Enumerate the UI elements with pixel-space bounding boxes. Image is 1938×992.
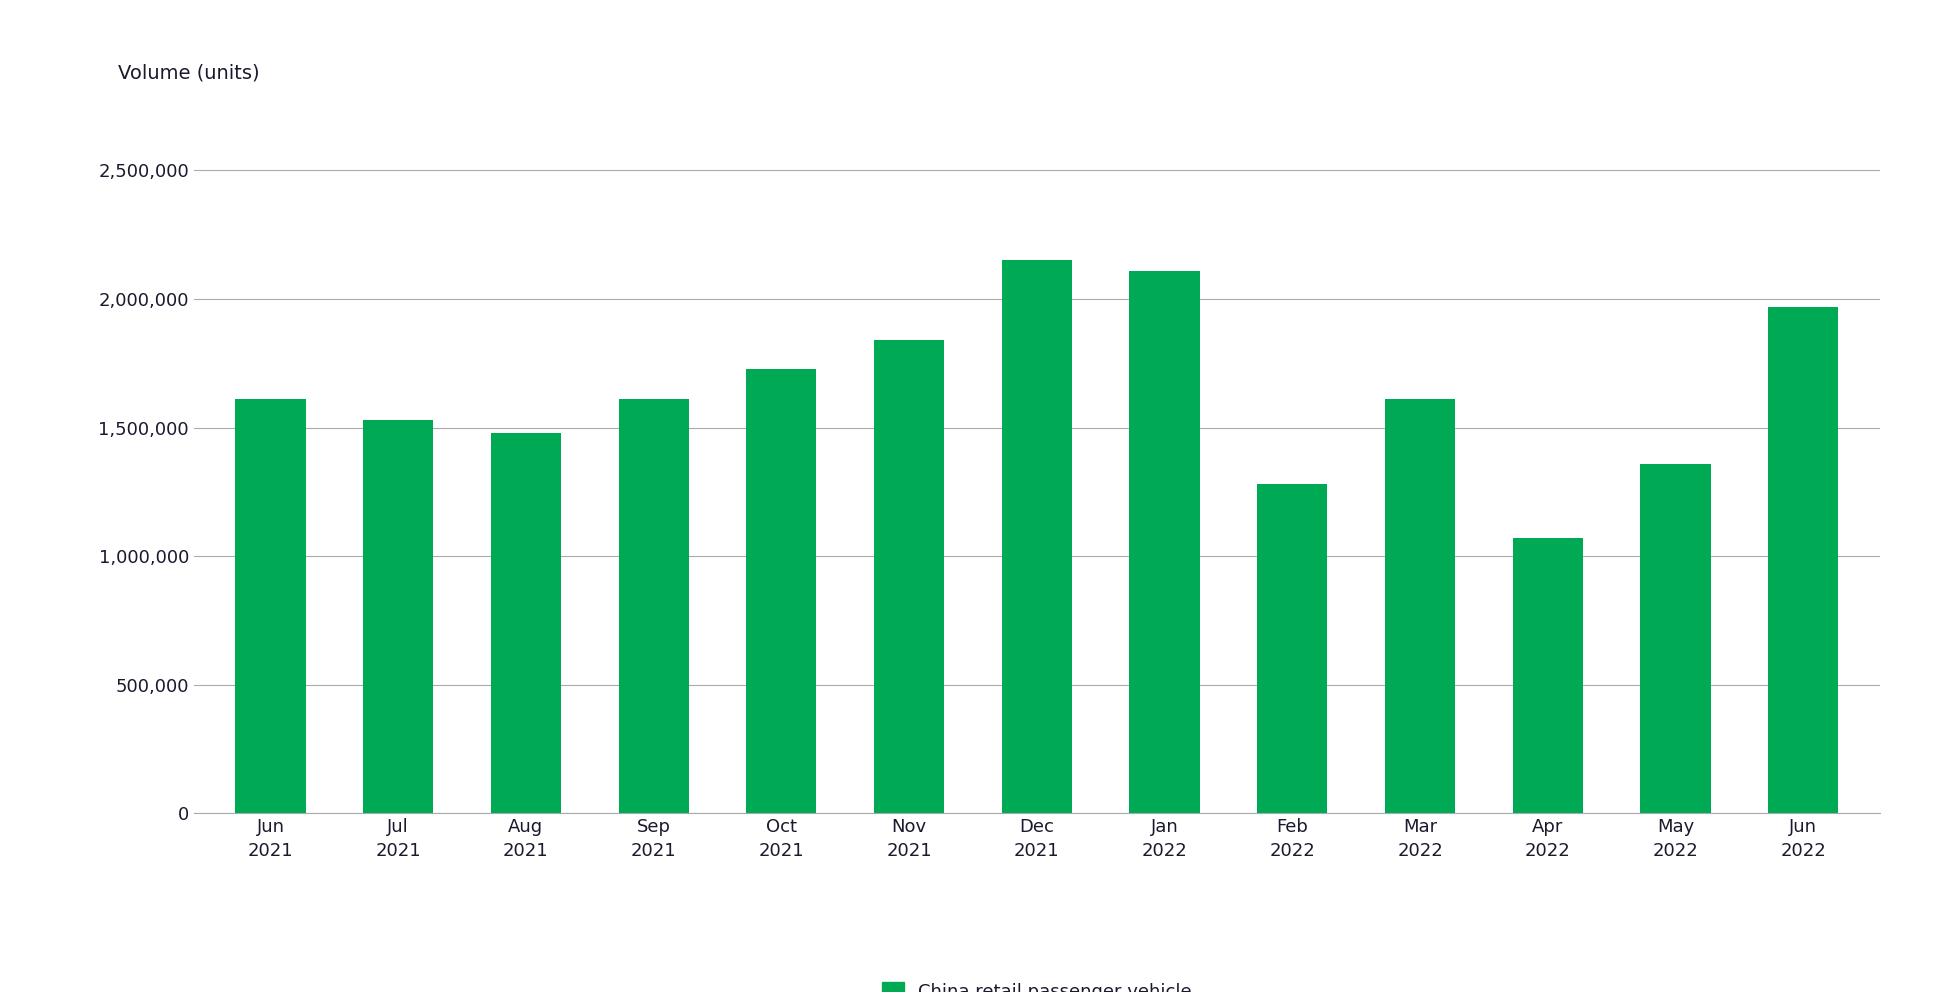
Legend: China retail passenger vehicle: China retail passenger vehicle xyxy=(874,975,1200,992)
Bar xyxy=(1386,400,1455,813)
Bar xyxy=(1514,539,1583,813)
Bar xyxy=(490,433,560,813)
Bar xyxy=(1002,261,1072,813)
Bar xyxy=(1767,307,1839,813)
Bar xyxy=(1640,463,1711,813)
Text: Volume (units): Volume (units) xyxy=(118,63,260,82)
Bar xyxy=(874,340,944,813)
Bar xyxy=(746,368,816,813)
Bar xyxy=(1258,484,1328,813)
Bar xyxy=(234,400,306,813)
Bar xyxy=(618,400,688,813)
Bar xyxy=(362,420,434,813)
Bar xyxy=(1130,271,1200,813)
